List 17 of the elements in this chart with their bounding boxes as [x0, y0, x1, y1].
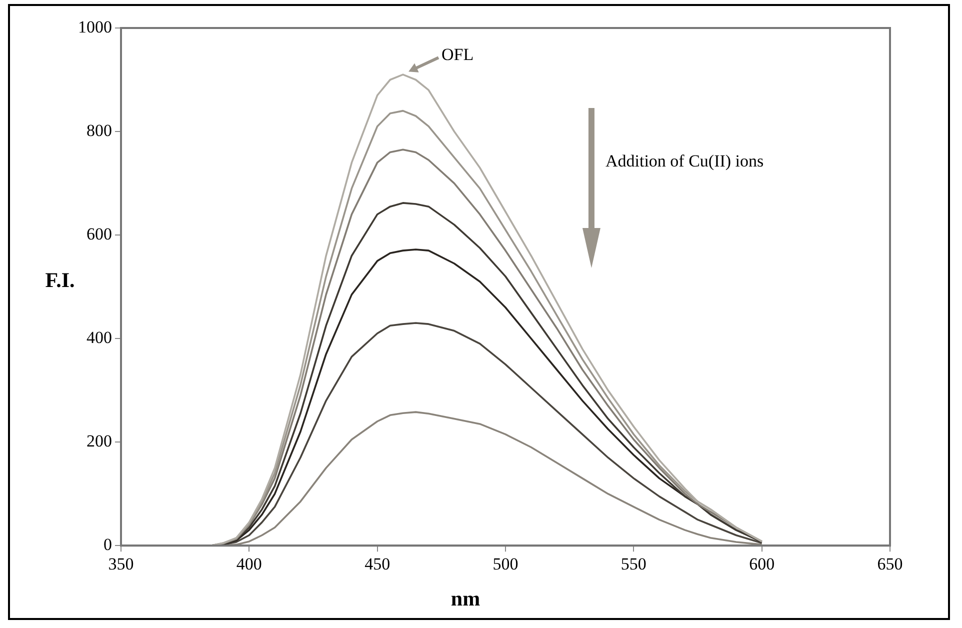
annotation: OFL — [442, 45, 474, 64]
y-tick-label: 600 — [86, 224, 112, 244]
y-tick-label: 800 — [86, 120, 112, 140]
y-tick-label: 1000 — [78, 17, 112, 36]
y-tick-label: 0 — [104, 535, 112, 554]
x-tick-label: 550 — [620, 554, 646, 574]
annotation: Addition of Cu(II) ions — [605, 152, 764, 171]
x-axis-title: nm — [450, 586, 481, 611]
y-axis-title: F.I. — [45, 268, 75, 292]
x-tick-label: 600 — [749, 554, 775, 574]
x-tick-label: 500 — [492, 554, 518, 574]
y-tick-label: 200 — [86, 432, 112, 451]
x-tick-label: 400 — [236, 554, 262, 574]
x-tick-label: 450 — [364, 554, 390, 574]
x-tick-label: 350 — [108, 554, 134, 574]
y-tick-label: 400 — [86, 328, 112, 348]
x-tick-label: 650 — [877, 554, 903, 574]
